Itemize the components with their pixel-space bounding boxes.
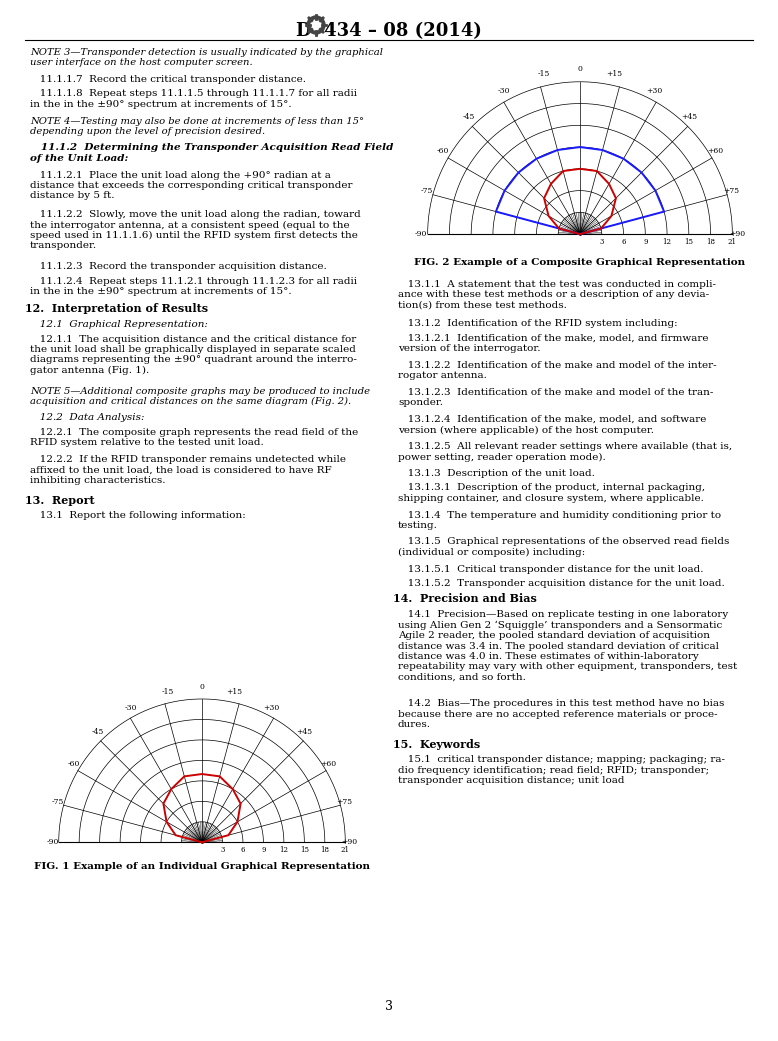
Text: +15: +15 [607,71,623,78]
Text: NOTE 5—Additional composite graphs may be produced to include
acquisition and cr: NOTE 5—Additional composite graphs may b… [30,386,370,406]
Text: 12: 12 [663,237,671,246]
Text: -30: -30 [497,86,510,95]
Text: 13.1.2  Identification of the RFID system including:: 13.1.2 Identification of the RFID system… [398,320,678,329]
Text: +60: +60 [707,148,724,155]
Text: 12.  Interpretation of Results: 12. Interpretation of Results [25,304,209,314]
Text: 13.1.1  A statement that the test was conducted in compli-
ance with these test : 13.1.1 A statement that the test was con… [398,280,716,310]
Text: 15.  Keywords: 15. Keywords [393,739,480,750]
Text: 13.1.3.1  Description of the product, internal packaging,
shipping container, an: 13.1.3.1 Description of the product, int… [398,483,705,503]
Text: 12.2  Data Analysis:: 12.2 Data Analysis: [30,413,145,423]
Text: -60: -60 [67,761,79,768]
Text: 13.1  Report the following information:: 13.1 Report the following information: [30,511,246,520]
Text: +30: +30 [264,704,280,712]
Text: 13.1.2.2  Identification of the make and model of the inter-
rogator antenna.: 13.1.2.2 Identification of the make and … [398,361,717,380]
Text: D7434 – 08 (2014): D7434 – 08 (2014) [296,22,482,40]
Text: -15: -15 [537,71,549,78]
Text: -45: -45 [463,113,475,121]
Text: NOTE 4—Testing may also be done at increments of less than 15°
depending upon th: NOTE 4—Testing may also be done at incre… [30,117,364,136]
Text: 3: 3 [385,1000,393,1013]
Text: 11.1.1.7  Record the critical transponder distance.: 11.1.1.7 Record the critical transponder… [30,75,306,84]
Text: -60: -60 [436,148,449,155]
Text: 12.1  Graphical Representation:: 12.1 Graphical Representation: [30,320,208,329]
Text: -30: -30 [124,704,137,712]
Text: 11.1.2.2  Slowly, move the unit load along the radian, toward
the interrogator a: 11.1.2.2 Slowly, move the unit load alon… [30,210,361,251]
Text: 11.1.2.1  Place the unit load along the +90° radian at a
distance that exceeds t: 11.1.2.1 Place the unit load along the +… [30,171,352,200]
Circle shape [311,20,321,30]
Text: +45: +45 [681,113,697,121]
Text: +45: +45 [296,729,312,736]
Text: 14.2  Bias—The procedures in this test method have no bias
because there are no : 14.2 Bias—The procedures in this test me… [398,700,724,730]
Text: 14.  Precision and Bias: 14. Precision and Bias [393,593,537,605]
Text: -75: -75 [51,798,64,806]
Text: 13.1.3  Description of the unit load.: 13.1.3 Description of the unit load. [398,469,595,478]
Text: 13.  Report: 13. Report [25,494,95,506]
Text: -90: -90 [415,230,427,238]
Text: +30: +30 [647,86,663,95]
Text: FIG. 2 Example of a Composite Graphical Representation: FIG. 2 Example of a Composite Graphical … [415,258,745,266]
Text: -90: -90 [47,838,59,846]
Text: 13.1.2.4  Identification of the make, model, and software
version (where applica: 13.1.2.4 Identification of the make, mod… [398,415,706,434]
Text: +90: +90 [342,838,358,846]
Text: 0: 0 [577,65,583,73]
Text: 18: 18 [706,237,715,246]
Text: 13.1.5  Graphical representations of the observed read fields
(individual or com: 13.1.5 Graphical representations of the … [398,537,729,557]
Text: 13.1.5.2  Transponder acquisition distance for the unit load.: 13.1.5.2 Transponder acquisition distanc… [398,579,725,588]
Text: 15: 15 [300,845,309,854]
Text: 0: 0 [200,683,205,690]
Text: 15: 15 [685,237,693,246]
Text: 6: 6 [240,845,245,854]
Text: 11.1.2.3  Record the transponder acquisition distance.: 11.1.2.3 Record the transponder acquisit… [30,262,327,271]
Text: +60: +60 [321,761,337,768]
Text: 13.1.2.3  Identification of the make and model of the tran-
sponder.: 13.1.2.3 Identification of the make and … [398,388,713,407]
Text: 21: 21 [728,237,737,246]
Text: 13.1.5.1  Critical transponder distance for the unit load.: 13.1.5.1 Critical transponder distance f… [398,564,703,574]
Text: 12.2.1  The composite graph represents the read field of the
RFID system relativ: 12.2.1 The composite graph represents th… [30,428,358,448]
Text: 11.1.2  Determining the Transponder Acquisition Read Field
of the Unit Load:: 11.1.2 Determining the Transponder Acqui… [30,144,394,162]
Text: 3: 3 [600,237,604,246]
Text: -75: -75 [420,187,433,196]
Text: 9: 9 [261,845,265,854]
Text: +15: +15 [226,688,242,696]
Text: 12.1.1  The acquisition distance and the critical distance for
the unit load sha: 12.1.1 The acquisition distance and the … [30,334,357,375]
Text: 11.1.2.4  Repeat steps 11.1.2.1 through 11.1.2.3 for all radii
in the in the ±90: 11.1.2.4 Repeat steps 11.1.2.1 through 1… [30,277,357,296]
Text: -45: -45 [92,729,104,736]
Text: 13.1.2.1  Identification of the make, model, and firmware
version of the interro: 13.1.2.1 Identification of the make, mod… [398,334,709,353]
Text: +75: +75 [336,798,352,806]
Text: 9: 9 [643,237,647,246]
Text: NOTE 3—Transponder detection is usually indicated by the graphical
user interfac: NOTE 3—Transponder detection is usually … [30,48,383,68]
Text: 3: 3 [220,845,225,854]
Text: +90: +90 [729,230,745,238]
Text: -15: -15 [162,688,174,696]
Text: 11.1.1.8  Repeat steps 11.1.1.5 through 11.1.1.7 for all radii
in the in the ±90: 11.1.1.8 Repeat steps 11.1.1.5 through 1… [30,90,357,109]
Circle shape [307,16,325,34]
Text: 12: 12 [279,845,289,854]
Text: 15.1  critical transponder distance; mapping; packaging; ra-
dio frequency ident: 15.1 critical transponder distance; mapp… [398,756,725,785]
Text: 12.2.2  If the RFID transponder remains undetected while
affixed to the unit loa: 12.2.2 If the RFID transponder remains u… [30,455,346,485]
Text: +75: +75 [724,187,740,196]
Text: FIG. 1 Example of an Individual Graphical Representation: FIG. 1 Example of an Individual Graphica… [34,862,370,871]
Text: 14.1  Precision—Based on replicate testing in one laboratory
using Alien Gen 2 ‘: 14.1 Precision—Based on replicate testin… [398,610,738,682]
Text: 6: 6 [622,237,626,246]
Text: 18: 18 [321,845,329,854]
Text: 21: 21 [341,845,350,854]
Text: 13.1.2.5  All relevant reader settings where available (that is,
power setting, : 13.1.2.5 All relevant reader settings wh… [398,442,732,461]
Text: 13.1.4  The temperature and humidity conditioning prior to
testing.: 13.1.4 The temperature and humidity cond… [398,510,721,530]
